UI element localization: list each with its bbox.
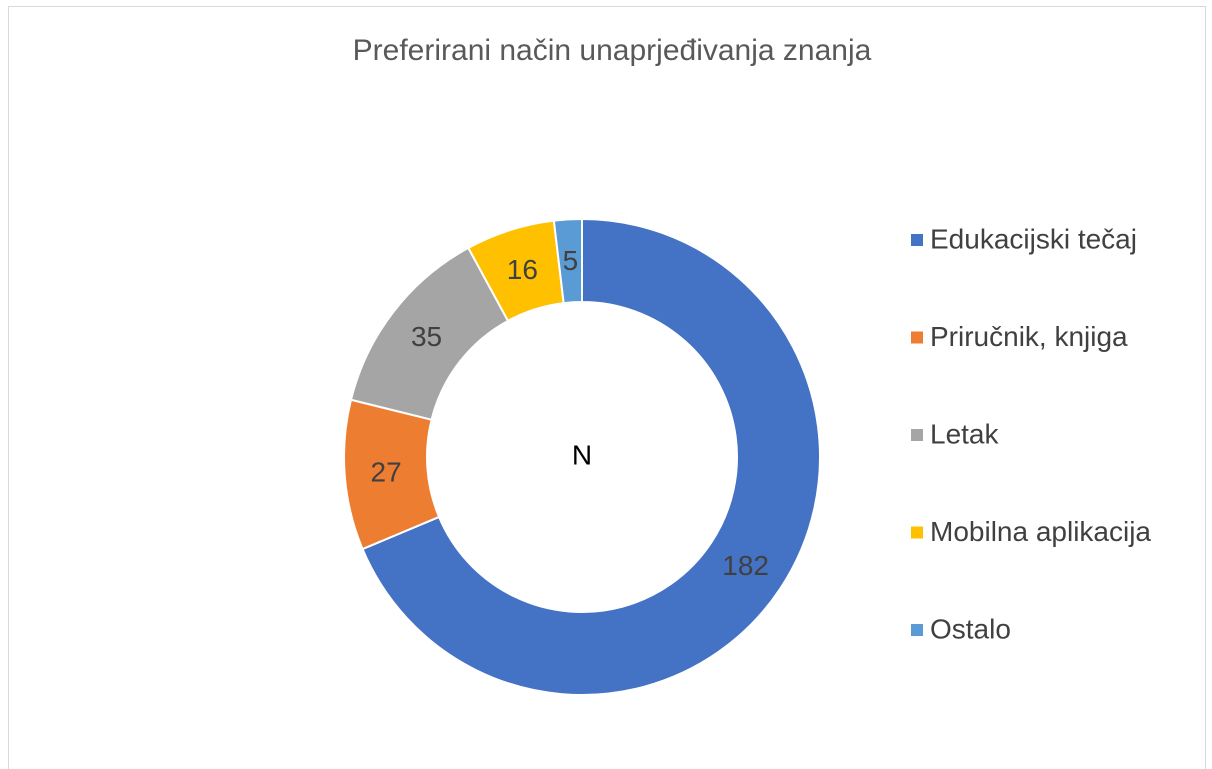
legend-swatch <box>911 526 923 539</box>
data-label: 5 <box>563 245 579 276</box>
data-label: 16 <box>507 254 538 285</box>
legend-swatch <box>911 624 923 636</box>
legend-label: Priručnik, knjiga <box>930 321 1128 352</box>
center-label: N <box>572 439 592 470</box>
legend-label: Ostalo <box>930 613 1011 644</box>
data-label: 27 <box>371 457 402 488</box>
chart-title: Preferirani način unaprjeđivanja znanja <box>353 34 872 67</box>
legend-label: Mobilna aplikacija <box>930 516 1151 547</box>
donut-slice <box>361 217 821 696</box>
legend-label: Letak <box>930 418 999 449</box>
legend-label: Edukacijski tečaj <box>930 223 1137 254</box>
data-label: 182 <box>722 550 769 581</box>
data-label: 35 <box>411 321 442 352</box>
legend-swatch <box>911 429 923 441</box>
donut-slice <box>552 217 583 305</box>
legend-swatch <box>911 234 923 246</box>
legend-swatch <box>911 331 923 344</box>
